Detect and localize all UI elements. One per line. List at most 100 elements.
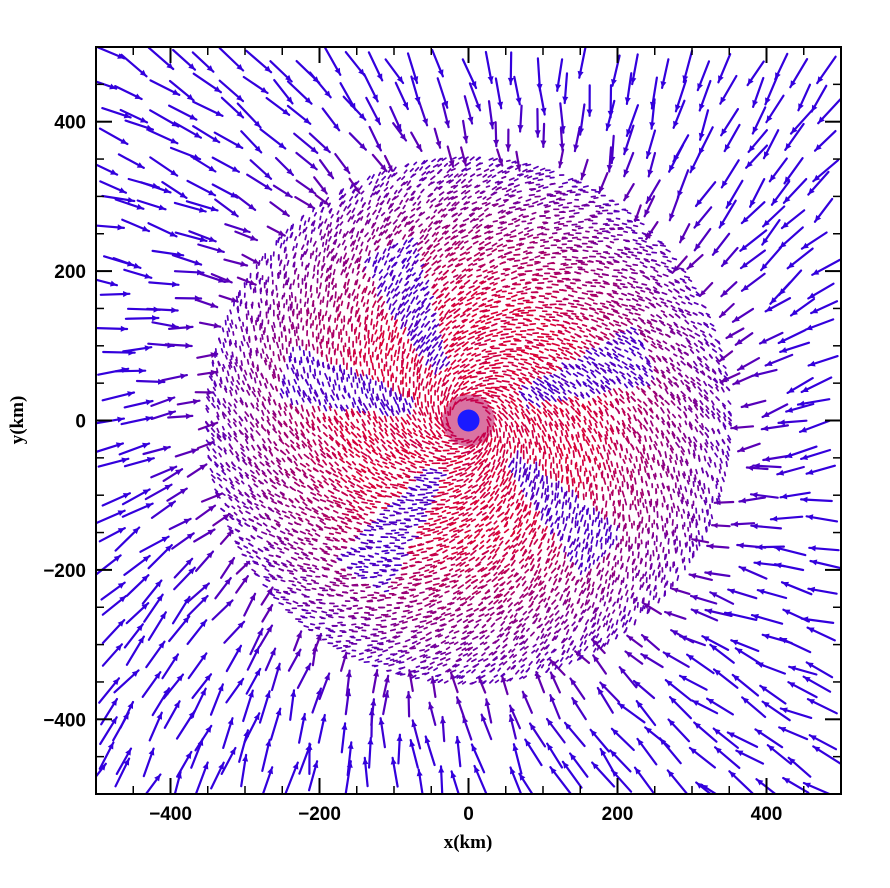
vector-arrow (542, 451, 545, 460)
vector-arrow (574, 399, 581, 407)
vector-arrow (354, 467, 362, 473)
vector-arrow (533, 416, 537, 422)
vector-arrow (508, 440, 512, 449)
vector-arrowhead (432, 433, 436, 437)
vector-arrow (406, 492, 413, 495)
vector-arrow (356, 433, 362, 438)
vector-arrowhead (806, 469, 814, 475)
vector-arrow (382, 461, 388, 465)
vector-arrow (355, 369, 359, 377)
vector-arrow (418, 305, 424, 311)
vector-arrow (307, 395, 312, 401)
vector-arrow (370, 528, 377, 531)
vector-arrow (565, 572, 570, 579)
vector-arrow (401, 295, 405, 301)
vector-arrow (476, 223, 483, 229)
vector-arrow (491, 293, 497, 297)
vector-arrow (305, 417, 310, 424)
vector-arrowhead (777, 469, 785, 476)
vector-arrow (627, 381, 634, 388)
vector-arrow (367, 250, 371, 257)
vector-arrow (429, 295, 434, 300)
vector-arrow (366, 489, 373, 493)
vector-arrow (613, 319, 620, 324)
vector-arrow (581, 546, 585, 553)
vector-arrowhead (225, 600, 233, 607)
vector-arrowhead (306, 743, 313, 750)
vector-arrow (611, 299, 619, 304)
vector-arrow (504, 563, 511, 569)
vector-arrow (546, 545, 550, 551)
vector-arrow (438, 346, 443, 351)
vector-arrowhead (634, 681, 641, 688)
vector-arrow (353, 447, 360, 454)
vector-arrow (584, 451, 588, 457)
vector-arrow (544, 306, 553, 309)
vector-arrow (576, 303, 585, 307)
vector-arrow (501, 581, 506, 587)
vector-arrow (543, 566, 548, 572)
vector-arrow (487, 298, 494, 303)
vector-arrow (575, 551, 578, 558)
vector-arrow (391, 494, 401, 498)
vector-arrow (389, 415, 394, 423)
vector-arrow (527, 228, 534, 233)
vector-arrowhead (580, 172, 587, 180)
vector-arrow (466, 352, 472, 356)
vector-arrowhead (801, 496, 808, 503)
vector-arrow (507, 495, 513, 502)
vector-arrow (296, 390, 301, 397)
vector-arrowhead (117, 582, 125, 589)
vector-arrow (441, 230, 447, 235)
vector-arrowhead (227, 718, 234, 726)
vector-arrow (433, 559, 440, 563)
vector-arrowhead (142, 225, 149, 232)
vector-arrow (601, 322, 608, 327)
vector-arrow (594, 352, 600, 357)
vector-arrow (517, 520, 522, 528)
vector-arrowhead (770, 515, 778, 522)
vector-arrow (529, 558, 535, 566)
vector-arrow (637, 439, 642, 445)
vector-arrow (360, 387, 364, 395)
vector-arrow (574, 333, 582, 338)
vector-arrow (352, 508, 359, 513)
vector-arrow (621, 292, 628, 297)
vector-arrow (384, 286, 388, 292)
vector-arrow (424, 569, 430, 573)
vector-arrowhead (694, 243, 701, 251)
vector-arrow (521, 384, 529, 390)
vector-arrow (515, 333, 523, 336)
vector-arrow (328, 434, 335, 440)
vector-arrow (489, 264, 495, 269)
vector-arrowhead (765, 360, 773, 366)
vector-arrow (402, 472, 411, 478)
vector-arrow (642, 424, 648, 432)
vector-arrow (364, 316, 367, 325)
vector-arrowhead (623, 169, 630, 177)
vector-arrow (341, 372, 345, 380)
vector-arrow (565, 429, 569, 438)
vector-arrow (410, 334, 416, 341)
vector-arrow (457, 335, 467, 341)
vector-arrowhead (323, 145, 330, 153)
vector-arrow (423, 412, 427, 417)
vector-arrow (365, 448, 372, 454)
vector-arrow (488, 480, 492, 486)
vector-arrow (275, 457, 282, 463)
vector-arrow (428, 377, 433, 386)
vector-arrow (363, 441, 371, 448)
vector-arrow (274, 475, 279, 480)
vector-arrowhead (334, 67, 341, 75)
vector-arrow (508, 585, 513, 591)
vector-arrow (480, 320, 486, 324)
vector-arrow (512, 264, 519, 268)
vector-arrow (603, 393, 608, 398)
vector-arrowhead (763, 151, 770, 159)
vector-arrowhead (724, 144, 731, 152)
vector-arrow (340, 477, 348, 484)
vector-arrow (332, 365, 336, 372)
vector-arrow (477, 331, 487, 337)
vector-arrow (497, 226, 503, 229)
vector-arrow (326, 538, 334, 542)
